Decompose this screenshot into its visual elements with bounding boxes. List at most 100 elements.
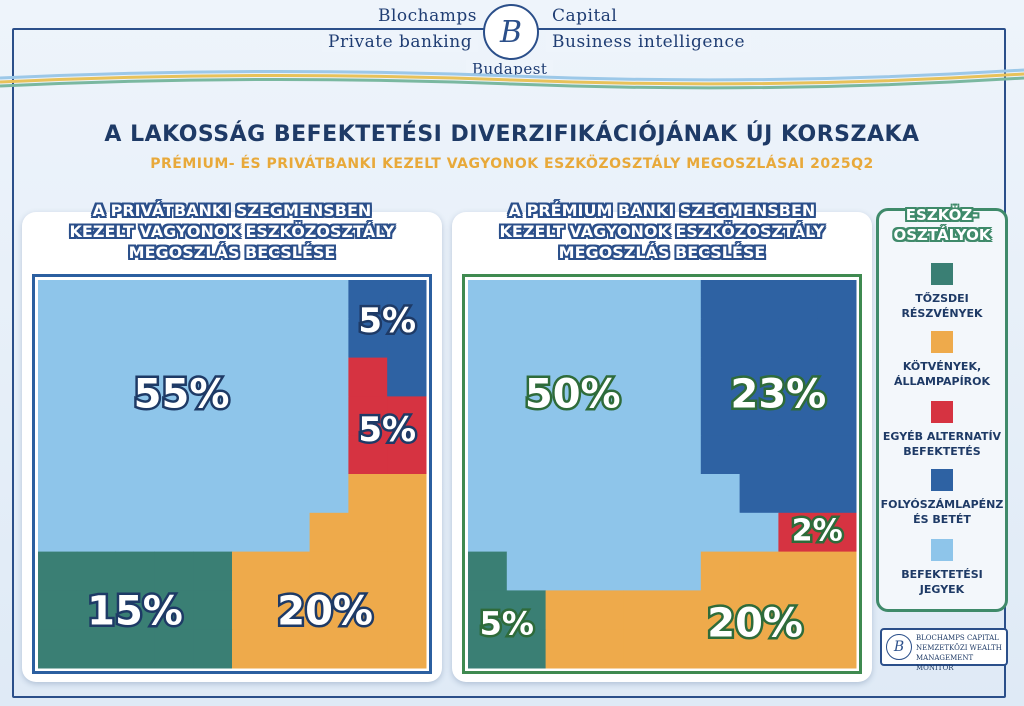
- brand-tagline-right: Business intelligence: [546, 32, 752, 52]
- premium-waffle-chart: 50% 23% 2% 5% 20%: [462, 274, 862, 674]
- monitor-badge: B BLOCHAMPS CAPITAL NEMZETKÖZI WEALTH MA…: [880, 628, 1008, 672]
- waffle-cell-funds: [584, 474, 624, 514]
- waffle-cell-funds: [76, 435, 117, 475]
- waffle-cell-funds: [154, 435, 194, 475]
- legend-label-line: EGYÉB ALTERNATÍV: [882, 430, 1002, 443]
- legend-label-line: JEGYEK: [919, 583, 965, 596]
- waffle-cell-funds: [662, 280, 702, 320]
- waffle-cell-bonds: [309, 551, 349, 591]
- waffle-cell-funds: [270, 512, 311, 553]
- waffle-cell-funds: [154, 318, 194, 359]
- waffle-cell-funds: [662, 512, 702, 553]
- waffle-cell-funds: [270, 435, 311, 475]
- waffle-cell-deposits: [778, 396, 818, 436]
- legend: ESZKÖZ- OSZTÁLYOK TŐZSDEI RÉSZVÉNYEK KÖT…: [876, 206, 1008, 612]
- waffle-cell-bonds: [387, 512, 427, 553]
- waffle-cell-deposits: [739, 280, 779, 320]
- waffle-cell-funds: [115, 396, 155, 436]
- waffle-cell-funds: [623, 512, 663, 553]
- badge-line: NEMZETKÖZI WEALTH: [916, 644, 1002, 652]
- brand-header: Blochamps Capital Private banking Busine…: [0, 0, 1024, 80]
- waffle-cell-deposits: [700, 318, 741, 359]
- waffle-cell-stocks: [193, 551, 233, 591]
- waffle-cell-deposits: [817, 318, 857, 359]
- legend-label-stocks: TŐZSDEI RÉSZVÉNYEK: [879, 291, 1005, 321]
- waffle-cell-funds: [468, 435, 508, 475]
- waffle-cell-funds: [232, 396, 272, 436]
- waffle-cell-funds: [623, 357, 663, 397]
- data-label-alternative: 5%: [358, 410, 416, 450]
- legend-heading-line-1: ESZKÖZ-: [905, 206, 979, 224]
- waffle-cell-funds: [154, 396, 194, 436]
- waffle-cell-bonds: [584, 629, 624, 669]
- waffle-cell-bonds: [348, 590, 388, 630]
- waffle-cell-funds: [38, 280, 78, 320]
- private-title-line-1: A PRIVÁTBANKI SZEGMENSBEN: [92, 201, 372, 220]
- waffle-cell-bonds: [309, 512, 349, 553]
- waffle-cell-alternative: [387, 396, 427, 436]
- legend-swatch-alternative: [931, 401, 953, 423]
- waffle-cell-bonds: [700, 629, 741, 669]
- waffle-cell-funds: [623, 435, 663, 475]
- waffle-cell-bonds: [348, 629, 388, 669]
- waffle-cell-deposits: [817, 396, 857, 436]
- legend-label-line: BEFEKTETÉSI: [901, 568, 983, 581]
- waffle-cell-bonds: [700, 551, 741, 591]
- waffle-cell-funds: [739, 512, 779, 553]
- waffle-cell-bonds: [387, 551, 427, 591]
- waffle-cell-deposits: [817, 280, 857, 320]
- badge-text: BLOCHAMPS CAPITAL NEMZETKÖZI WEALTH MANA…: [916, 633, 1008, 673]
- waffle-cell-funds: [232, 357, 272, 397]
- waffle-cell-funds: [270, 474, 311, 514]
- waffle-cell-stocks: [154, 629, 194, 669]
- waffle-cell-funds: [700, 512, 741, 553]
- waffle-cell-funds: [76, 318, 117, 359]
- waffle-cell-funds: [309, 280, 349, 320]
- waffle-cell-funds: [270, 280, 311, 320]
- waffle-cell-funds: [115, 474, 155, 514]
- waffle-cell-stocks: [506, 629, 547, 669]
- waffle-cell-deposits: [700, 396, 741, 436]
- waffle-cell-funds: [38, 512, 78, 553]
- waffle-cell-deposits: [778, 280, 818, 320]
- waffle-cell-deposits: [348, 280, 388, 320]
- waffle-cell-funds: [115, 318, 155, 359]
- waffle-cell-funds: [545, 318, 585, 359]
- waffle-cell-funds: [662, 435, 702, 475]
- legend-swatch-stocks: [931, 263, 953, 285]
- waffle-cell-funds: [115, 512, 155, 553]
- waffle-cell-funds: [193, 280, 233, 320]
- waffle-cell-funds: [232, 512, 272, 553]
- waffle-cell-deposits: [387, 280, 427, 320]
- waffle-cell-bonds: [270, 629, 311, 669]
- waffle-cell-funds: [309, 357, 349, 397]
- waffle-cell-funds: [309, 396, 349, 436]
- waffle-cell-stocks: [76, 590, 117, 630]
- waffle-cell-funds: [154, 512, 194, 553]
- brand-name-right: Capital: [546, 6, 624, 26]
- waffle-cell-bonds: [739, 629, 779, 669]
- waffle-cell-funds: [154, 474, 194, 514]
- waffle-cell-stocks: [468, 590, 508, 630]
- waffle-cell-funds: [309, 474, 349, 514]
- waffle-cell-bonds: [817, 590, 857, 630]
- waffle-cell-bonds: [387, 629, 427, 669]
- waffle-cell-funds: [468, 280, 508, 320]
- waffle-cell-bonds: [739, 551, 779, 591]
- data-label-bonds: 20%: [707, 600, 803, 646]
- waffle-cell-funds: [309, 435, 349, 475]
- waffle-cell-stocks: [193, 629, 233, 669]
- brand-tagline-left: Private banking: [322, 32, 479, 52]
- badge-logo-letter: B: [893, 639, 905, 655]
- waffle-cell-funds: [38, 474, 78, 514]
- waffle-cell-deposits: [778, 474, 818, 514]
- legend-label-bonds: KÖTVÉNYEK, ÁLLAMPAPÍROK: [879, 359, 1005, 389]
- brand-name-left: Blochamps: [372, 6, 483, 26]
- waffle-cell-bonds: [623, 629, 663, 669]
- waffle-cell-funds: [584, 280, 624, 320]
- private-title-line-2: KEZELT VAGYONOK ESZKÖZOSZTÁLY: [69, 222, 395, 241]
- waffle-cell-funds: [193, 474, 233, 514]
- waffle-cell-stocks: [506, 590, 547, 630]
- legend-label-line: ÁLLAMPAPÍROK: [893, 375, 991, 388]
- waffle-cell-funds: [623, 396, 663, 436]
